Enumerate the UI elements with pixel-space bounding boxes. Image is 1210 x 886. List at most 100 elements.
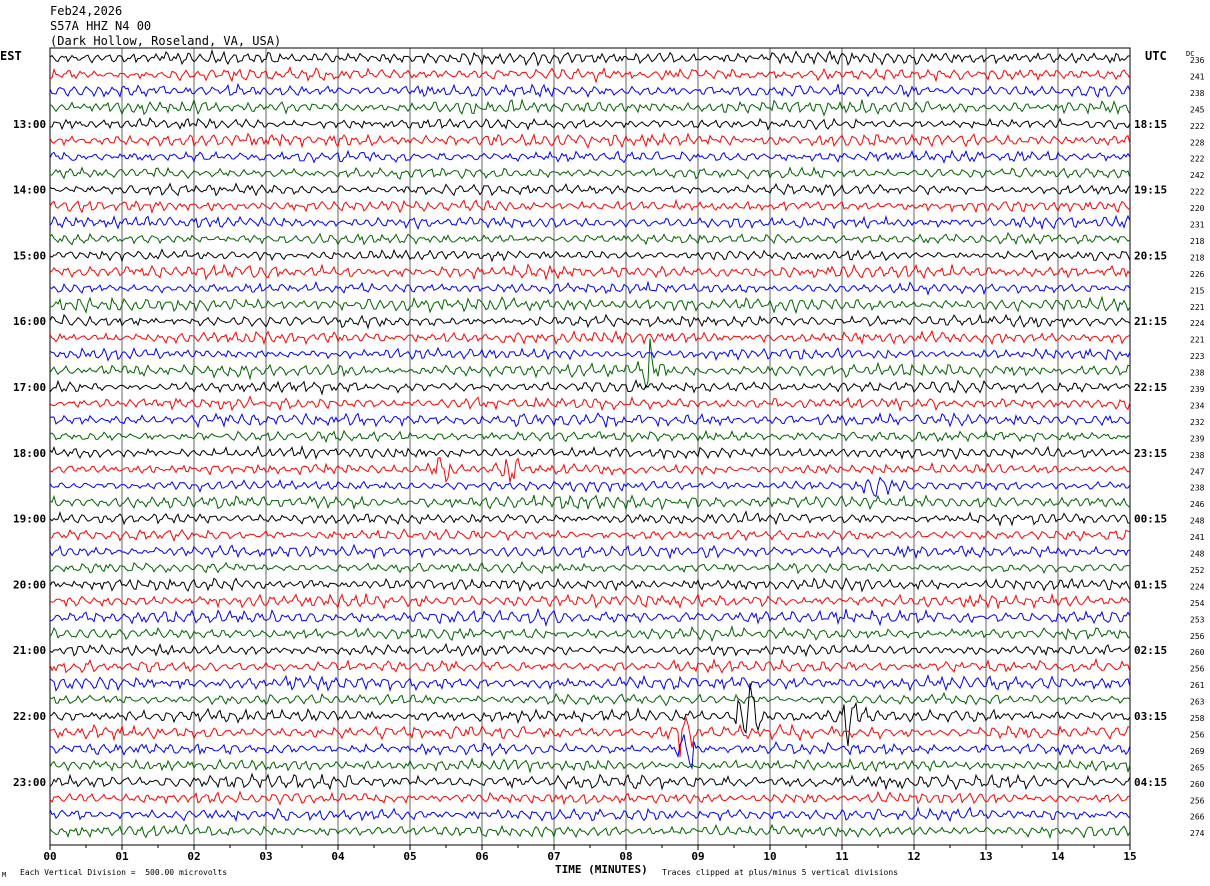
dc-value: 256 (1190, 796, 1205, 805)
left-hour-label: 17:00 (13, 381, 46, 394)
dc-value: 238 (1190, 451, 1205, 460)
trace-line (49, 607, 1131, 628)
x-tick-label: 15 (1123, 850, 1136, 863)
footer-mark: M (2, 871, 7, 879)
trace-line (49, 823, 1131, 840)
dc-value: 222 (1190, 155, 1205, 164)
plot-frame (49, 47, 1131, 846)
trace-line (49, 132, 1131, 149)
dc-value: 265 (1190, 763, 1205, 772)
right-hour-label: 00:15 (1134, 513, 1167, 526)
x-axis-label: TIME (MINUTES) (555, 863, 648, 876)
trace-line (49, 674, 1131, 693)
dc-value: 260 (1190, 780, 1205, 789)
dc-value: 221 (1190, 303, 1205, 312)
trace-line (49, 66, 1131, 84)
left-hour-label: 15:00 (13, 249, 46, 262)
station-location: (Dark Hollow, Roseland, VA, USA) (50, 34, 282, 48)
x-tick-label: 03 (259, 850, 272, 863)
trace-line (49, 790, 1131, 806)
right-hour-label: 23:15 (1134, 447, 1167, 460)
dc-value: 231 (1190, 221, 1205, 230)
trace-line (49, 263, 1131, 281)
dc-value: 215 (1190, 286, 1205, 295)
dc-value: 266 (1190, 813, 1205, 822)
trace-line (49, 166, 1131, 180)
trace-line (49, 198, 1131, 214)
trace-line (49, 716, 1131, 758)
trace-line (49, 543, 1131, 560)
plot-date: Feb24,2026 (50, 4, 123, 18)
dc-value: 252 (1190, 566, 1205, 575)
dc-value: 218 (1190, 237, 1205, 246)
right-hour-label: 02:15 (1134, 644, 1167, 657)
dc-value: 269 (1190, 747, 1205, 756)
x-tick-label: 12 (907, 850, 920, 863)
trace-line (49, 757, 1131, 774)
right-hour-label: 19:15 (1134, 184, 1167, 197)
trace-line (49, 280, 1131, 296)
dc-value: 248 (1190, 517, 1205, 526)
x-tick-label: 14 (1051, 850, 1065, 863)
left-hour-label: 18:00 (13, 447, 46, 460)
x-tick-label: 06 (475, 850, 489, 863)
dc-value: 258 (1190, 714, 1205, 723)
trace-line (49, 378, 1131, 396)
dc-column-header: DC (1186, 50, 1195, 58)
left-hour-label: 21:00 (13, 644, 46, 657)
trace-line (49, 510, 1131, 527)
dc-value: 238 (1190, 369, 1205, 378)
left-timezone-label: EST (0, 49, 22, 63)
dc-value: 221 (1190, 336, 1205, 345)
trace-line (49, 214, 1131, 231)
trace-line (49, 395, 1131, 412)
trace-line (50, 734, 1131, 770)
right-hour-label: 20:15 (1134, 249, 1167, 262)
trace-line (49, 429, 1131, 444)
dc-value: 245 (1190, 105, 1205, 114)
x-tick-label: 09 (691, 850, 704, 863)
trace-line (49, 642, 1131, 658)
trace-line (49, 182, 1131, 197)
dc-value: 232 (1190, 418, 1205, 427)
trace-line (49, 592, 1131, 610)
x-tick-label: 07 (547, 850, 560, 863)
dc-value: 224 (1190, 319, 1205, 328)
trace-line (49, 577, 1131, 593)
right-hour-label: 22:15 (1134, 381, 1167, 394)
x-tick-label: 04 (331, 850, 345, 863)
left-hour-label: 19:00 (13, 513, 46, 526)
vertical-division-note: Each Vertical Division = 500.00 microvol… (20, 868, 228, 877)
left-hour-label: 16:00 (13, 315, 46, 328)
x-tick-label: 05 (403, 850, 416, 863)
dc-value: 254 (1190, 599, 1205, 608)
left-hour-label: 14:00 (13, 184, 46, 197)
dc-value: 247 (1190, 467, 1205, 476)
left-hour-label: 13:00 (13, 118, 46, 131)
x-tick-label: 11 (835, 850, 849, 863)
right-hour-label: 18:15 (1134, 118, 1167, 131)
right-hour-label: 21:15 (1134, 315, 1167, 328)
trace-line (49, 346, 1131, 362)
x-tick-label: 08 (619, 850, 632, 863)
trace-line (49, 329, 1131, 346)
x-tick-label: 13 (979, 850, 992, 863)
trace-line (49, 48, 1131, 67)
dc-value: 222 (1190, 122, 1205, 131)
dc-value: 256 (1190, 632, 1205, 641)
trace-line (49, 624, 1131, 643)
x-tick-label: 00 (43, 850, 56, 863)
trace-line (49, 445, 1131, 461)
trace-line (49, 116, 1131, 131)
dc-value: 224 (1190, 582, 1205, 591)
dc-value: 222 (1190, 188, 1205, 197)
trace-line (49, 560, 1131, 575)
dc-value: 274 (1190, 829, 1205, 838)
right-hour-label: 03:15 (1134, 710, 1167, 723)
dc-value: 239 (1190, 434, 1205, 443)
dc-value: 248 (1190, 550, 1205, 559)
trace-line (49, 657, 1131, 674)
dc-value: 241 (1190, 533, 1205, 542)
dc-value: 242 (1190, 171, 1205, 180)
